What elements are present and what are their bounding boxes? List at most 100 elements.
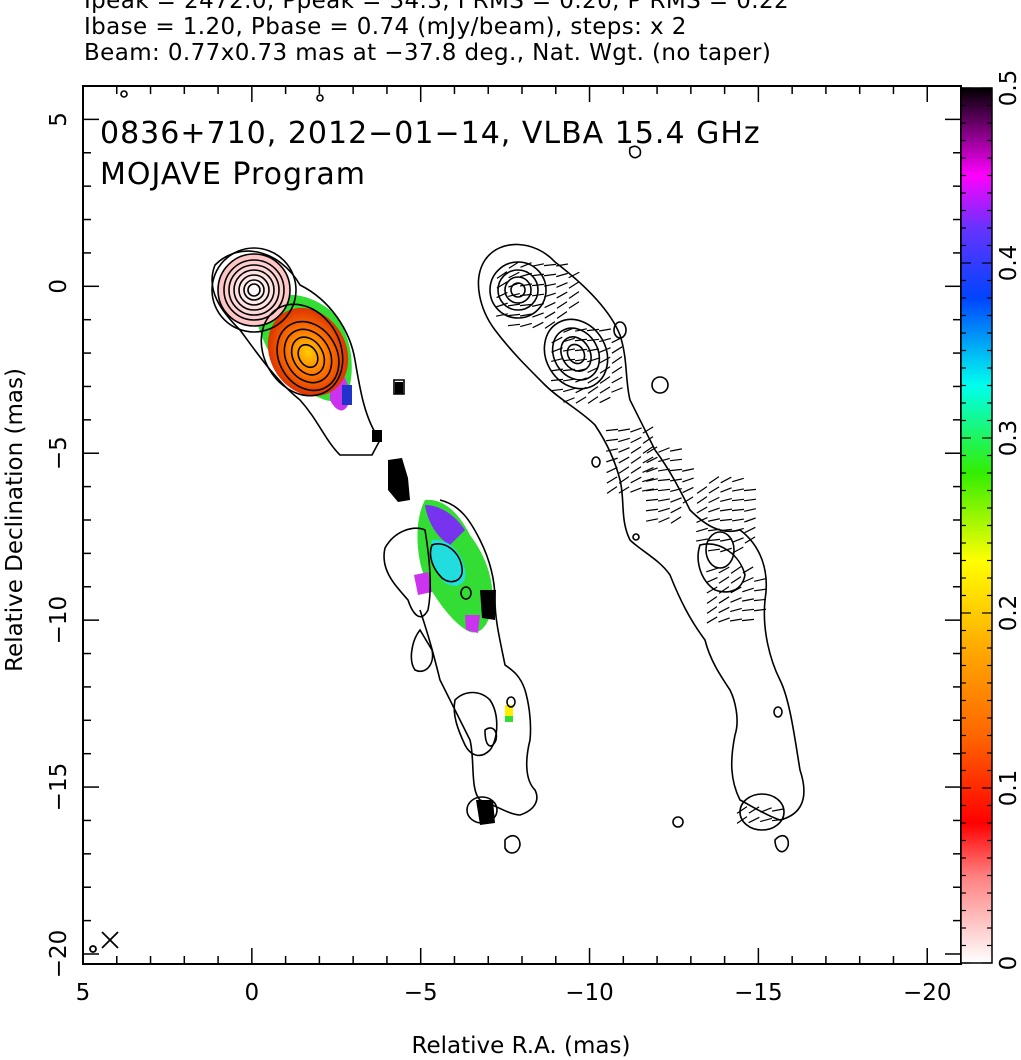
evpa-vector (658, 517, 670, 523)
evpa-vector (730, 586, 742, 594)
evpa-vector (575, 386, 587, 394)
colorbar-tick-label: 0.3 (996, 420, 1021, 457)
evpa-vector (611, 346, 623, 354)
evpa-vector (519, 313, 533, 317)
evpa-vector (642, 467, 654, 473)
evpa-vector (670, 497, 682, 503)
header-line-1: Ipeak = 2472.0, Ppeak = 34.3, I RMS = 0.… (84, 0, 790, 14)
evpa-vector (606, 448, 618, 452)
evpa-vector (599, 337, 611, 343)
evpa-vector (551, 347, 563, 353)
x-tick-label: −5 (404, 980, 438, 1006)
evpa-vector (731, 488, 745, 492)
evpa-vector (657, 468, 671, 472)
evpa-vector (574, 348, 588, 352)
evpa-vector (720, 487, 732, 493)
colorbar-tick-label: 0 (996, 956, 1021, 971)
evpa-vector (729, 618, 743, 622)
header-line-2: Ibase = 1.20, Pbase = 0.74 (mJy/beam), s… (84, 14, 687, 40)
evpa-vector (531, 283, 545, 287)
evpa-vector (708, 496, 720, 504)
polarization-image (120, 90, 805, 854)
evpa-vector (508, 282, 520, 288)
evpa-vector (543, 283, 557, 287)
evpa-vector (586, 338, 600, 342)
pol-knot-magenta-2 (465, 615, 480, 633)
evpa-vector (658, 457, 670, 463)
intensity-contours-left (120, 90, 538, 854)
pol-blue-spot (342, 385, 352, 405)
evpa-vector (611, 366, 623, 374)
colorbar-ticks (961, 87, 992, 964)
evpa-vector (753, 608, 767, 612)
evpa-vector (718, 586, 730, 594)
evpa-vector (630, 427, 642, 433)
evpa-vector (743, 498, 757, 502)
evpa-vector (531, 293, 545, 297)
header-line-3: Beam: 0.77x0.73 mas at −37.8 deg., Nat. … (84, 40, 772, 66)
evpa-vector (744, 536, 756, 544)
y-tick-label: −20 (46, 930, 72, 979)
evpa-vector (611, 387, 623, 393)
evpa-vector (606, 476, 618, 484)
evpa-vector (657, 488, 671, 492)
evpa-vector (744, 517, 756, 523)
evpa-vector (599, 386, 611, 394)
evpa-vector (568, 291, 580, 299)
evpa-vector (520, 322, 532, 328)
evpa-vector (599, 347, 611, 353)
evpa-vector (645, 508, 659, 512)
evpa-vector (574, 338, 588, 342)
source-label: 0836+710, 2012−01−14, VLBA 15.4 GHz (100, 116, 761, 151)
evpa-vector (682, 496, 694, 504)
evpa-vector (563, 387, 575, 393)
evpa-vector (550, 368, 564, 372)
evpa-vector (630, 476, 642, 484)
evpa-vector (508, 271, 520, 279)
evpa-vector (646, 446, 658, 454)
x-tick-label: −15 (734, 980, 783, 1006)
evpa-vector (551, 357, 563, 363)
evpa-vector (543, 263, 557, 267)
evpa-vector (519, 283, 533, 287)
x-tick-label: 0 (245, 980, 260, 1006)
evpa-vector (771, 808, 785, 812)
evpa-vector (599, 366, 611, 374)
evpa-vector (642, 446, 654, 454)
evpa-vector (670, 506, 682, 514)
evpa-vector (532, 263, 544, 267)
evpa-vector (568, 301, 580, 309)
evpa-vector (753, 588, 767, 592)
pol-knot-purple (425, 505, 465, 545)
evpa-vector (732, 546, 744, 554)
evpa-vector (544, 301, 556, 309)
evpa-vector (544, 321, 556, 329)
evpa-vector (520, 262, 532, 268)
evpa-vector (618, 447, 630, 453)
evpa-vector (760, 817, 772, 823)
evpa-vector (556, 311, 568, 319)
evpa-vector (753, 598, 767, 602)
evpa-vector (682, 468, 694, 472)
evpa-vector (605, 438, 619, 442)
evpa-vector (646, 478, 658, 482)
evpa-vector (708, 518, 720, 522)
evpa-vector (742, 587, 754, 593)
evpa-vector (496, 271, 508, 279)
evpa-vector (682, 486, 694, 494)
evpa-vector (718, 566, 730, 574)
evpa-vector (556, 282, 568, 288)
evpa-vector (568, 271, 580, 279)
evpa-vector (760, 807, 772, 813)
evpa-vector (742, 566, 754, 574)
evpa-vector (606, 466, 618, 474)
pol-knot-15mas (476, 800, 495, 825)
evpa-vector (550, 388, 564, 392)
evpa-vector (574, 358, 588, 362)
colorbar-tick-label: 0.5 (996, 70, 1021, 107)
pol-green-spot (505, 716, 513, 722)
x-tick-label: 5 (76, 980, 91, 1006)
evpa-vector (544, 292, 556, 298)
evpa-vector (696, 527, 708, 533)
evpa-vector (544, 311, 556, 319)
